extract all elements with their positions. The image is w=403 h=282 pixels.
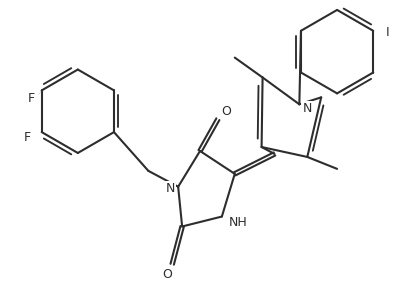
Text: NH: NH: [229, 216, 247, 229]
Text: O: O: [162, 268, 172, 281]
Text: N: N: [303, 102, 312, 115]
Text: F: F: [24, 131, 31, 144]
Text: I: I: [385, 26, 389, 39]
Text: O: O: [221, 105, 231, 118]
Text: N: N: [166, 182, 175, 195]
Text: F: F: [28, 92, 35, 105]
